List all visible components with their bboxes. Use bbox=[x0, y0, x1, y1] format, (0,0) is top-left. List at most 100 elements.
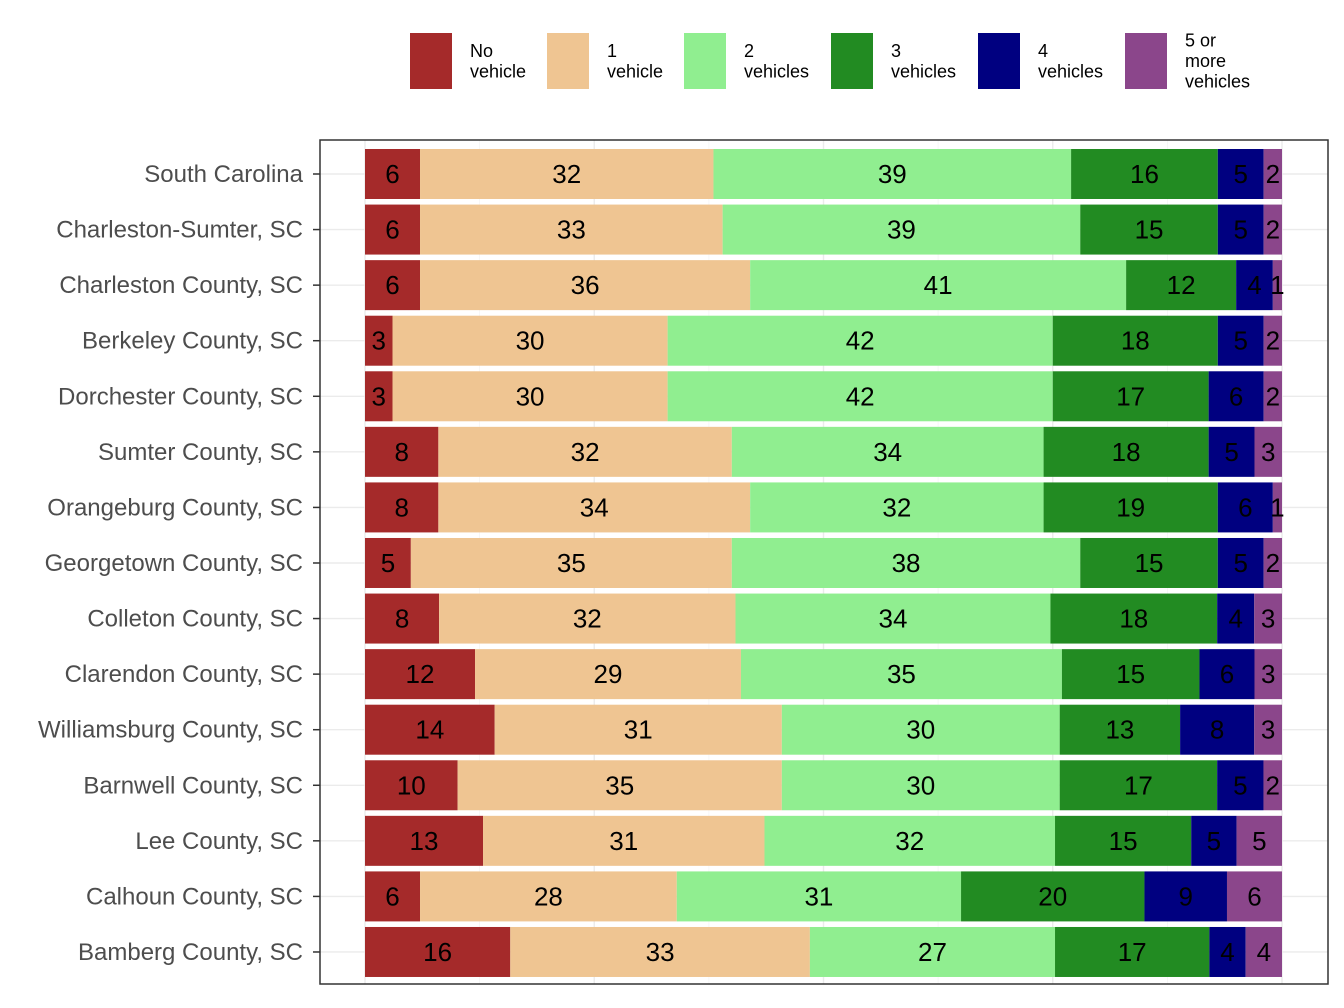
data-label: 30 bbox=[906, 715, 935, 745]
data-label: 30 bbox=[906, 770, 935, 800]
legend-swatch bbox=[684, 33, 726, 89]
bar-segment-no-vehicle bbox=[365, 760, 458, 811]
legend-item-5-or-more-vehicles: 5 or more vehicles bbox=[1125, 31, 1250, 92]
bar-segment-no-vehicle bbox=[365, 260, 421, 311]
bar-segment-1-vehicle bbox=[438, 426, 732, 477]
y-tick-label: Williamsburg County, SC bbox=[38, 717, 303, 744]
bar-segment-no-vehicle bbox=[365, 649, 476, 700]
bar-segment-no-vehicle bbox=[365, 704, 495, 755]
data-label: 8 bbox=[394, 492, 408, 522]
data-label: 6 bbox=[1238, 492, 1252, 522]
data-label: 13 bbox=[410, 826, 439, 856]
data-label: 3 bbox=[372, 326, 386, 356]
data-label: 18 bbox=[1112, 437, 1141, 467]
bar-segment-2-vehicles bbox=[781, 760, 1060, 811]
bar-segment-1-vehicle bbox=[475, 649, 741, 700]
data-label: 41 bbox=[924, 270, 953, 300]
y-tick-label: Bamberg County, SC bbox=[78, 939, 303, 966]
y-tick-label: Georgetown County, SC bbox=[45, 550, 303, 577]
data-label: 6 bbox=[385, 215, 399, 245]
bar-segment-5-or-more-vehicles bbox=[1254, 649, 1282, 700]
bar-segment-1-vehicle bbox=[483, 815, 765, 866]
data-label: 6 bbox=[1220, 659, 1234, 689]
data-label: 38 bbox=[892, 548, 921, 578]
legend-swatch bbox=[547, 33, 589, 89]
data-label: 31 bbox=[804, 881, 833, 911]
bar-segment-no-vehicle bbox=[365, 593, 440, 644]
bar-segment-3-vehicles bbox=[1061, 649, 1200, 700]
bar-segment-5-or-more-vehicles bbox=[1236, 815, 1282, 866]
data-label: 30 bbox=[516, 381, 545, 411]
bar-segment-2-vehicles bbox=[735, 593, 1051, 644]
bar-segment-2-vehicles bbox=[713, 149, 1072, 199]
bar-segment-3-vehicles bbox=[1080, 204, 1218, 255]
data-label: 34 bbox=[580, 492, 609, 522]
bar-segment-4-vehicles bbox=[1208, 426, 1255, 477]
data-label: 4 bbox=[1247, 270, 1261, 300]
legend: No vehicle 1 vehicle 2 vehicles 3 vehicles 4 vehi… bbox=[410, 31, 1250, 92]
bar-segment-2-vehicles bbox=[781, 704, 1060, 755]
data-label: 28 bbox=[534, 881, 563, 911]
bar-segment-2-vehicles bbox=[667, 371, 1053, 422]
legend-swatch bbox=[1125, 33, 1167, 89]
data-label: 32 bbox=[571, 437, 600, 467]
bar-segment-no-vehicle bbox=[365, 149, 421, 199]
bar-segment-5-or-more-vehicles bbox=[1263, 149, 1282, 199]
data-label: 34 bbox=[873, 437, 902, 467]
data-label: 2 bbox=[1266, 548, 1280, 578]
bar-segment-2-vehicles bbox=[764, 815, 1056, 866]
bar-segment-4-vehicles bbox=[1217, 593, 1255, 644]
bar-segment-3-vehicles bbox=[1043, 426, 1209, 477]
bar-segment-3-vehicles bbox=[1050, 593, 1218, 644]
data-label: 5 bbox=[1234, 326, 1248, 356]
data-label: 12 bbox=[406, 659, 435, 689]
data-label: 5 bbox=[1233, 770, 1247, 800]
legend-label: 1 vehicle bbox=[607, 41, 663, 82]
bar-segment-2-vehicles bbox=[722, 204, 1081, 255]
y-axis: South Carolina Charleston-Sumter, SC Charl… bbox=[38, 161, 320, 966]
data-label: 2 bbox=[1266, 770, 1280, 800]
y-tick-label: Berkeley County, SC bbox=[82, 328, 303, 355]
bar-segment-3-vehicles bbox=[1052, 371, 1209, 422]
bar-segment-4-vehicles bbox=[1217, 482, 1273, 533]
bar-segment-3-vehicles bbox=[1055, 815, 1192, 866]
y-tick-label: Charleston County, SC bbox=[59, 272, 303, 299]
legend-item-1-vehicle: 1 vehicle bbox=[547, 33, 663, 89]
data-label: 39 bbox=[887, 215, 916, 245]
data-label: 33 bbox=[557, 215, 586, 245]
y-tick-label: Charleston-Sumter, SC bbox=[56, 217, 303, 244]
data-label: 2 bbox=[1266, 326, 1280, 356]
bar-segment-2-vehicles bbox=[740, 649, 1062, 700]
bar-segment-1-vehicle bbox=[457, 760, 782, 811]
legend-label: No vehicle bbox=[470, 41, 526, 82]
y-tick-label: Clarendon County, SC bbox=[65, 661, 303, 688]
bar-segment-2-vehicles bbox=[676, 871, 962, 922]
bar-segment-4-vehicles bbox=[1199, 649, 1255, 700]
data-label: 35 bbox=[887, 659, 916, 689]
bar-segment-3-vehicles bbox=[1059, 704, 1181, 755]
bar-segment-2-vehicles bbox=[750, 260, 1127, 311]
y-tick-label: South Carolina bbox=[144, 161, 303, 188]
data-label: 15 bbox=[1135, 548, 1164, 578]
y-tick-label: Orangeburg County, SC bbox=[47, 494, 303, 521]
legend-label: 5 or more vehicles bbox=[1185, 31, 1250, 92]
data-label: 10 bbox=[397, 770, 426, 800]
bar-segment-4-vehicles bbox=[1236, 260, 1273, 311]
bar-segment-5-or-more-vehicles bbox=[1254, 593, 1282, 644]
bar-segment-no-vehicle bbox=[365, 371, 393, 422]
legend-item-4-vehicles: 4 vehicles bbox=[978, 33, 1103, 89]
bar-segment-3-vehicles bbox=[1080, 537, 1218, 588]
legend-item-no-vehicle: No vehicle bbox=[410, 33, 526, 89]
bar-segment-no-vehicle bbox=[365, 315, 393, 366]
legend-label: 2 vehicles bbox=[744, 41, 809, 82]
data-label: 8 bbox=[1210, 715, 1224, 745]
bar-segment-5-or-more-vehicles bbox=[1272, 260, 1282, 311]
bar-segment-5-or-more-vehicles bbox=[1226, 871, 1282, 922]
bar-segment-3-vehicles bbox=[1052, 315, 1218, 366]
data-label: 6 bbox=[1247, 881, 1261, 911]
data-label: 9 bbox=[1178, 881, 1192, 911]
bars bbox=[365, 149, 1282, 977]
bar-segment-5-or-more-vehicles bbox=[1263, 760, 1282, 811]
data-label: 16 bbox=[423, 937, 452, 967]
data-label: 13 bbox=[1105, 715, 1134, 745]
